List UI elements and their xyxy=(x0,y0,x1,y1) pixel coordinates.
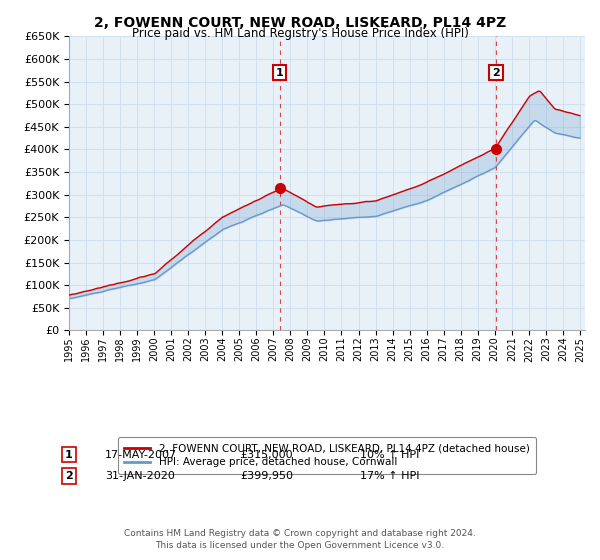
Text: 1: 1 xyxy=(65,450,73,460)
Text: £315,000: £315,000 xyxy=(240,450,293,460)
Text: 10% ↑ HPI: 10% ↑ HPI xyxy=(360,450,419,460)
Text: 1: 1 xyxy=(276,68,284,78)
Text: 2: 2 xyxy=(492,68,500,78)
Text: Contains HM Land Registry data © Crown copyright and database right 2024.
This d: Contains HM Land Registry data © Crown c… xyxy=(124,529,476,550)
Text: 2, FOWENN COURT, NEW ROAD, LISKEARD, PL14 4PZ: 2, FOWENN COURT, NEW ROAD, LISKEARD, PL1… xyxy=(94,16,506,30)
Text: 2: 2 xyxy=(65,471,73,481)
Text: £399,950: £399,950 xyxy=(240,471,293,481)
Text: 17% ↑ HPI: 17% ↑ HPI xyxy=(360,471,419,481)
Text: 31-JAN-2020: 31-JAN-2020 xyxy=(105,471,175,481)
Text: 17-MAY-2007: 17-MAY-2007 xyxy=(105,450,177,460)
Legend: 2, FOWENN COURT, NEW ROAD, LISKEARD, PL14 4PZ (detached house), HPI: Average pri: 2, FOWENN COURT, NEW ROAD, LISKEARD, PL1… xyxy=(118,437,536,474)
Text: Price paid vs. HM Land Registry's House Price Index (HPI): Price paid vs. HM Land Registry's House … xyxy=(131,27,469,40)
